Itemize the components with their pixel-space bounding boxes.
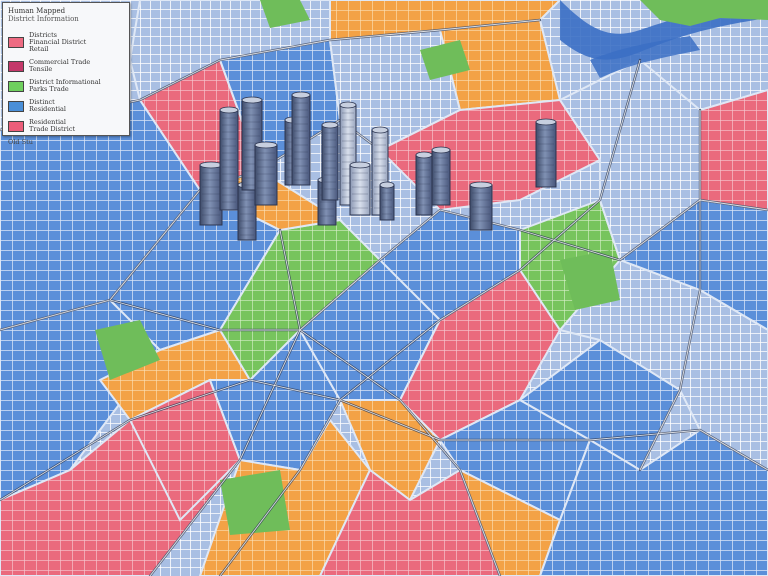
legend-footer: Old Stu — [8, 138, 33, 146]
legend-item-label: Residential — [29, 118, 66, 126]
river-branch — [590, 36, 700, 78]
skyscraper — [415, 151, 433, 216]
legend-item-label: Residential — [29, 105, 66, 113]
legend-title: Human Mapped — [8, 7, 66, 15]
skyscraper — [254, 141, 278, 206]
legend-swatch — [8, 100, 24, 112]
park — [260, 0, 310, 28]
park — [560, 250, 620, 310]
legend-item-label: District Informational — [29, 78, 101, 86]
legend-item: Commercial Trade Tensile — [8, 57, 124, 75]
district — [338, 399, 442, 502]
legend-item-label: Commercial Trade — [29, 58, 91, 66]
legend-swatch — [8, 60, 24, 72]
legend-swatch — [8, 80, 24, 92]
park — [420, 40, 470, 80]
skyscraper — [379, 181, 395, 221]
skyscraper — [431, 146, 451, 206]
map-legend: Human Mapped District Information Distri… — [2, 2, 130, 146]
district — [699, 88, 768, 212]
skyscraper — [349, 161, 371, 216]
skyscraper — [469, 181, 493, 231]
legend-item-label: Districts — [29, 30, 58, 39]
skyscraper — [291, 91, 311, 186]
legend-item: Residential Trade District — [8, 117, 124, 135]
legend-item-label: Parks Trade — [29, 85, 69, 93]
legend-item-label: Trade District — [29, 125, 76, 133]
legend-item: District Informational Parks Trade — [8, 77, 124, 95]
skyscraper — [219, 106, 239, 211]
skyscraper — [535, 118, 557, 188]
legend-item-label: Financial District — [29, 37, 87, 46]
legend-swatch — [8, 120, 24, 132]
park — [95, 320, 160, 380]
legend-item-label: Retail — [29, 44, 49, 53]
park — [640, 0, 768, 26]
legend-subtitle: District Information — [8, 15, 79, 23]
skyscraper — [237, 181, 257, 241]
legend-item: Distinct Residential — [8, 97, 124, 115]
skyscraper — [199, 161, 223, 226]
legend-item-label: Tensile — [29, 65, 53, 73]
legend-item-label: Distinct — [29, 98, 55, 106]
district — [538, 428, 768, 576]
legend-swatch — [8, 36, 24, 48]
park — [220, 470, 290, 535]
legend-item: Districts Financial District Retail — [8, 29, 124, 55]
skyscraper — [321, 121, 339, 201]
